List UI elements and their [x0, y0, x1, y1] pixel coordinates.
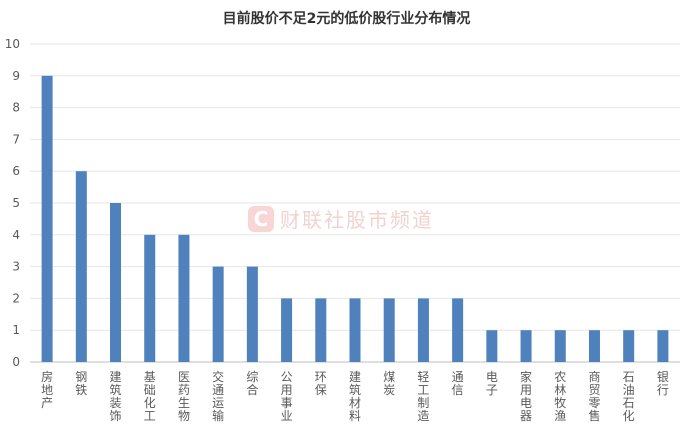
x-tick-label: 化 [623, 409, 635, 423]
x-tick-label: 家 [520, 369, 532, 384]
x-tick-label: 造 [417, 409, 429, 423]
x-tick-label: 通 [452, 370, 464, 384]
bar [588, 330, 600, 362]
x-tick-label: 用 [520, 383, 532, 397]
bar [520, 330, 532, 362]
x-tick-label: 器 [520, 409, 532, 423]
x-tick-label: 医 [178, 370, 190, 384]
x-tick-label: 筑 [349, 382, 361, 397]
x-tick-label: 售 [588, 408, 600, 423]
y-tick-label: 9 [12, 69, 20, 83]
x-tick-label: 石 [623, 370, 635, 384]
y-tick-label: 3 [12, 260, 20, 274]
x-tick-label: 电 [486, 370, 498, 384]
x-tick-label: 化 [144, 396, 156, 410]
x-tick-label: 铁 [75, 383, 87, 397]
x-tick-label: 料 [349, 409, 361, 423]
x-tick-label: 用 [281, 383, 293, 397]
x-tick-label: 综 [246, 370, 258, 384]
x-tick-label: 工 [417, 383, 429, 397]
y-tick-label: 6 [12, 164, 20, 178]
x-tick-label: 行 [657, 383, 669, 397]
x-tick-label: 通 [212, 383, 224, 397]
y-tick-label: 4 [12, 228, 20, 242]
watermark: C 财联社股市频道 [248, 204, 434, 233]
bar [315, 298, 327, 362]
bar [452, 298, 464, 362]
x-tick-label: 药 [178, 383, 190, 397]
y-tick-label: 2 [12, 291, 20, 305]
x-tick-label: 钢 [75, 370, 87, 384]
x-tick-label: 事 [281, 396, 293, 410]
x-tick-label: 石 [623, 396, 635, 410]
x-tick-label: 工 [144, 409, 156, 423]
x-tick-label: 生 [178, 396, 190, 410]
bar [486, 330, 498, 362]
x-tick-label: 建 [349, 370, 361, 384]
x-tick-label: 贸 [588, 383, 600, 397]
x-tick-label: 轻 [417, 370, 429, 384]
bar [41, 75, 53, 363]
bar [178, 234, 190, 362]
bar [554, 330, 566, 362]
x-tick-label: 牧 [554, 396, 566, 410]
x-tick-label: 保 [315, 383, 327, 397]
x-tick-label: 银 [657, 370, 669, 384]
x-tick-label: 子 [486, 383, 498, 397]
bar [281, 298, 293, 362]
bar [75, 171, 87, 362]
bar [383, 298, 395, 362]
chart-title: 目前股价不足2元的低价股行业分布情况 [222, 11, 471, 27]
x-tick-label: 农 [554, 370, 566, 384]
x-tick-label: 交 [212, 369, 224, 384]
y-tick-label: 0 [12, 355, 20, 369]
x-tick-label: 建 [110, 370, 122, 384]
x-tick-label: 煤 [383, 370, 395, 384]
x-tick-label: 饰 [110, 409, 122, 423]
x-tick-label: 输 [212, 408, 224, 423]
x-tick-label: 炭 [383, 383, 395, 397]
x-tick-label: 运 [212, 396, 224, 410]
x-tick-label: 公 [281, 370, 293, 384]
bar [623, 330, 635, 362]
x-tick-label: 装 [110, 396, 122, 410]
bar [110, 203, 122, 362]
x-tick-label: 础 [144, 383, 156, 397]
x-tick-label: 房 [41, 369, 53, 384]
x-tick-label: 材 [349, 396, 361, 410]
x-tick-label: 信 [452, 383, 464, 397]
bar [212, 266, 224, 362]
x-tick-label: 林 [554, 383, 566, 397]
x-tick-label: 渔 [554, 409, 566, 423]
x-tick-label: 合 [246, 382, 258, 397]
x-tick-label: 环 [315, 370, 327, 384]
x-tick-label: 产 [41, 396, 53, 410]
x-tick-label: 地 [41, 383, 53, 397]
bar [246, 266, 258, 362]
bar [144, 234, 156, 362]
y-tick-label: 7 [12, 132, 20, 146]
x-tick-label: 基 [144, 370, 156, 384]
bar [349, 298, 361, 362]
y-tick-label: 5 [12, 196, 20, 210]
x-tick-label: 业 [281, 409, 293, 423]
watermark-text: 财联社股市频道 [280, 208, 434, 232]
x-tick-label: 零 [588, 396, 600, 410]
y-tick-label: 1 [12, 323, 20, 337]
x-tick-label: 油 [623, 383, 635, 397]
x-tick-label: 商 [588, 369, 600, 384]
y-tick-label: 10 [5, 37, 20, 51]
bar [417, 298, 429, 362]
x-tick-label: 电 [520, 396, 532, 410]
x-tick-label: 物 [178, 409, 190, 423]
bar [657, 330, 669, 362]
y-tick-label: 8 [12, 101, 20, 115]
x-tick-label: 筑 [110, 382, 122, 397]
watermark-logo-icon: C [248, 205, 274, 232]
x-tick-label: 制 [417, 396, 429, 410]
